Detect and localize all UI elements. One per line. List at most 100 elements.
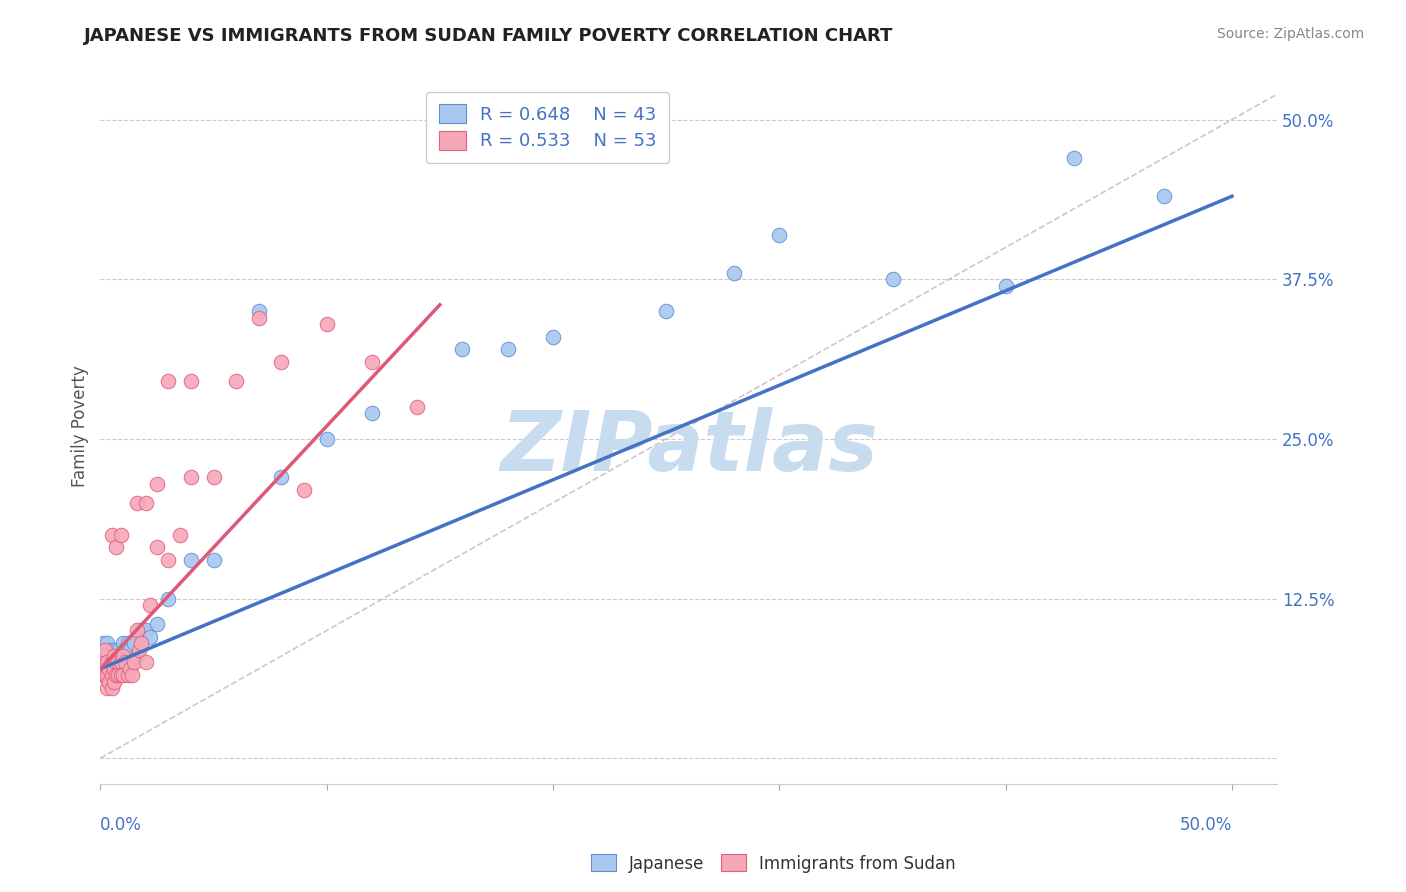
Point xyxy=(98,662,121,676)
Point xyxy=(270,355,292,369)
Point xyxy=(169,527,191,541)
Text: JAPANESE VS IMMIGRANTS FROM SUDAN FAMILY POVERTY CORRELATION CHART: JAPANESE VS IMMIGRANTS FROM SUDAN FAMILY… xyxy=(84,27,894,45)
Point xyxy=(91,636,114,650)
Point xyxy=(100,648,122,663)
Point xyxy=(111,636,134,650)
Point xyxy=(124,636,146,650)
Point xyxy=(157,553,180,567)
Point xyxy=(105,656,128,670)
Point xyxy=(451,343,474,357)
Point xyxy=(121,668,143,682)
Point xyxy=(103,648,125,663)
Point xyxy=(96,668,118,682)
Point xyxy=(117,636,139,650)
Point xyxy=(107,656,129,670)
Point xyxy=(111,648,134,663)
Point xyxy=(202,470,225,484)
Point xyxy=(180,553,202,567)
Point xyxy=(496,343,519,357)
Point xyxy=(110,527,132,541)
Point xyxy=(100,527,122,541)
Point xyxy=(180,470,202,484)
Legend: R = 0.648    N = 43, R = 0.533    N = 53: R = 0.648 N = 43, R = 0.533 N = 53 xyxy=(426,92,669,163)
Point xyxy=(110,656,132,670)
Point xyxy=(114,656,136,670)
Point xyxy=(96,656,118,670)
Point xyxy=(117,668,139,682)
Point xyxy=(100,668,122,682)
Point xyxy=(94,642,117,657)
Text: 0.0%: 0.0% xyxy=(100,815,142,834)
Point xyxy=(124,656,146,670)
Point xyxy=(135,496,157,510)
Legend: Japanese, Immigrants from Sudan: Japanese, Immigrants from Sudan xyxy=(583,847,963,880)
Point xyxy=(247,304,270,318)
Point xyxy=(139,598,162,612)
Point xyxy=(103,648,125,663)
Point xyxy=(105,541,128,555)
Point xyxy=(103,674,125,689)
Point xyxy=(157,375,180,389)
Point xyxy=(114,642,136,657)
Point xyxy=(96,681,118,695)
Point xyxy=(98,656,121,670)
Point xyxy=(94,642,117,657)
Point xyxy=(882,272,904,286)
Point xyxy=(225,375,247,389)
Y-axis label: Family Poverty: Family Poverty xyxy=(72,365,89,487)
Point xyxy=(768,227,790,242)
Point xyxy=(94,668,117,682)
Point xyxy=(1063,151,1085,165)
Point xyxy=(107,668,129,682)
Point xyxy=(157,591,180,606)
Point xyxy=(91,668,114,682)
Point xyxy=(96,636,118,650)
Point xyxy=(146,476,169,491)
Point xyxy=(146,541,169,555)
Point xyxy=(146,617,169,632)
Point xyxy=(655,304,678,318)
Point xyxy=(135,656,157,670)
Point xyxy=(292,483,315,497)
Point xyxy=(406,400,429,414)
Point xyxy=(139,630,162,644)
Point xyxy=(111,648,134,663)
Point xyxy=(96,648,118,663)
Point xyxy=(105,668,128,682)
Point xyxy=(103,642,125,657)
Point xyxy=(125,624,148,638)
Point xyxy=(105,656,128,670)
Point xyxy=(118,642,141,657)
Point xyxy=(105,648,128,663)
Point xyxy=(247,310,270,325)
Point xyxy=(270,470,292,484)
Point xyxy=(98,674,121,689)
Point xyxy=(125,496,148,510)
Point xyxy=(1153,189,1175,203)
Point xyxy=(100,681,122,695)
Point xyxy=(98,642,121,657)
Text: Source: ZipAtlas.com: Source: ZipAtlas.com xyxy=(1216,27,1364,41)
Point xyxy=(202,553,225,567)
Point xyxy=(107,642,129,657)
Point xyxy=(723,266,745,280)
Point xyxy=(541,329,564,343)
Point xyxy=(91,648,114,663)
Point xyxy=(118,662,141,676)
Point xyxy=(94,648,117,663)
Point xyxy=(128,642,150,657)
Point xyxy=(315,317,337,331)
Point xyxy=(361,406,384,420)
Text: ZIPatlas: ZIPatlas xyxy=(501,407,877,488)
Point xyxy=(125,648,148,663)
Text: 50.0%: 50.0% xyxy=(1180,815,1232,834)
Point xyxy=(110,648,132,663)
Point xyxy=(180,375,202,389)
Point xyxy=(315,432,337,446)
Point xyxy=(100,656,122,670)
Point xyxy=(110,668,132,682)
Point xyxy=(129,624,152,638)
Point xyxy=(103,662,125,676)
Point xyxy=(100,656,122,670)
Point xyxy=(135,624,157,638)
